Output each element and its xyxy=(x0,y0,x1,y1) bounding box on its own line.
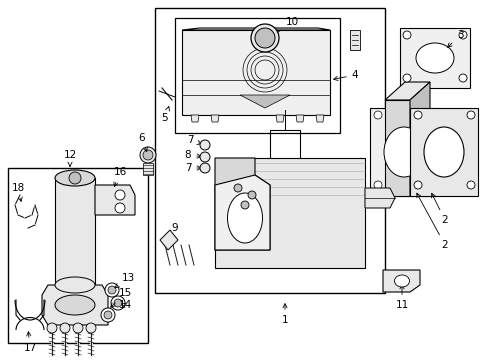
Circle shape xyxy=(458,31,466,39)
Text: 10: 10 xyxy=(272,17,298,36)
Text: 12: 12 xyxy=(63,150,77,166)
Circle shape xyxy=(115,203,125,213)
Polygon shape xyxy=(191,115,199,122)
Bar xyxy=(369,108,437,196)
Polygon shape xyxy=(409,82,429,196)
Circle shape xyxy=(402,74,410,82)
Circle shape xyxy=(234,184,242,192)
Ellipse shape xyxy=(423,127,463,177)
Bar xyxy=(175,18,339,133)
Text: 6: 6 xyxy=(139,133,147,152)
Bar xyxy=(215,158,364,268)
Text: 11: 11 xyxy=(395,285,408,310)
Circle shape xyxy=(402,31,410,39)
Bar xyxy=(409,108,477,196)
Circle shape xyxy=(60,323,70,333)
Circle shape xyxy=(111,296,125,310)
Polygon shape xyxy=(275,115,284,122)
Text: 4: 4 xyxy=(333,70,358,81)
Ellipse shape xyxy=(55,170,95,186)
Circle shape xyxy=(250,24,279,52)
Circle shape xyxy=(101,308,115,322)
Text: 5: 5 xyxy=(162,107,169,123)
Text: 13: 13 xyxy=(115,273,134,288)
Circle shape xyxy=(466,181,474,189)
Text: 15: 15 xyxy=(110,288,131,307)
Ellipse shape xyxy=(55,277,95,293)
Circle shape xyxy=(373,181,381,189)
Polygon shape xyxy=(160,230,178,250)
Ellipse shape xyxy=(415,43,453,73)
Polygon shape xyxy=(384,100,409,196)
Circle shape xyxy=(86,323,96,333)
Circle shape xyxy=(114,299,122,307)
Circle shape xyxy=(413,111,421,119)
Circle shape xyxy=(47,323,57,333)
Bar xyxy=(8,168,148,343)
Text: 7: 7 xyxy=(186,135,201,145)
Circle shape xyxy=(254,28,274,48)
Circle shape xyxy=(466,111,474,119)
Polygon shape xyxy=(384,82,429,100)
Polygon shape xyxy=(42,285,108,325)
Ellipse shape xyxy=(383,127,423,177)
Circle shape xyxy=(73,323,83,333)
Polygon shape xyxy=(382,270,419,292)
Polygon shape xyxy=(364,188,394,208)
Circle shape xyxy=(373,111,381,119)
Polygon shape xyxy=(295,115,304,122)
Ellipse shape xyxy=(55,295,95,315)
Polygon shape xyxy=(349,30,359,50)
Circle shape xyxy=(200,152,209,162)
Bar xyxy=(142,163,153,175)
Bar xyxy=(155,8,384,293)
Circle shape xyxy=(200,163,209,173)
Polygon shape xyxy=(182,30,329,115)
Polygon shape xyxy=(315,115,324,122)
Polygon shape xyxy=(95,185,135,215)
Circle shape xyxy=(458,74,466,82)
Polygon shape xyxy=(215,175,269,250)
Text: 8: 8 xyxy=(184,150,201,160)
Circle shape xyxy=(241,201,248,209)
Circle shape xyxy=(413,181,421,189)
Circle shape xyxy=(426,111,434,119)
Polygon shape xyxy=(240,95,289,108)
Text: 17: 17 xyxy=(23,332,37,353)
Circle shape xyxy=(426,181,434,189)
Polygon shape xyxy=(55,178,95,285)
Text: 14: 14 xyxy=(118,300,131,310)
Circle shape xyxy=(200,140,209,150)
Text: 18: 18 xyxy=(11,183,24,201)
Text: 1: 1 xyxy=(281,304,288,325)
Text: 9: 9 xyxy=(170,223,178,239)
Polygon shape xyxy=(215,158,269,250)
Text: 3: 3 xyxy=(447,30,462,48)
Circle shape xyxy=(140,147,156,163)
Text: 16: 16 xyxy=(113,167,126,186)
Polygon shape xyxy=(210,115,219,122)
Ellipse shape xyxy=(227,193,262,243)
Circle shape xyxy=(142,150,153,160)
Ellipse shape xyxy=(394,275,408,287)
Circle shape xyxy=(104,311,112,319)
Circle shape xyxy=(115,190,125,200)
Circle shape xyxy=(247,191,256,199)
Text: 7: 7 xyxy=(184,163,201,173)
Circle shape xyxy=(105,283,119,297)
Text: 2: 2 xyxy=(431,193,447,225)
Circle shape xyxy=(69,172,81,184)
Text: 2: 2 xyxy=(416,193,447,250)
Circle shape xyxy=(108,286,116,294)
Bar xyxy=(399,28,469,88)
Polygon shape xyxy=(182,28,329,30)
